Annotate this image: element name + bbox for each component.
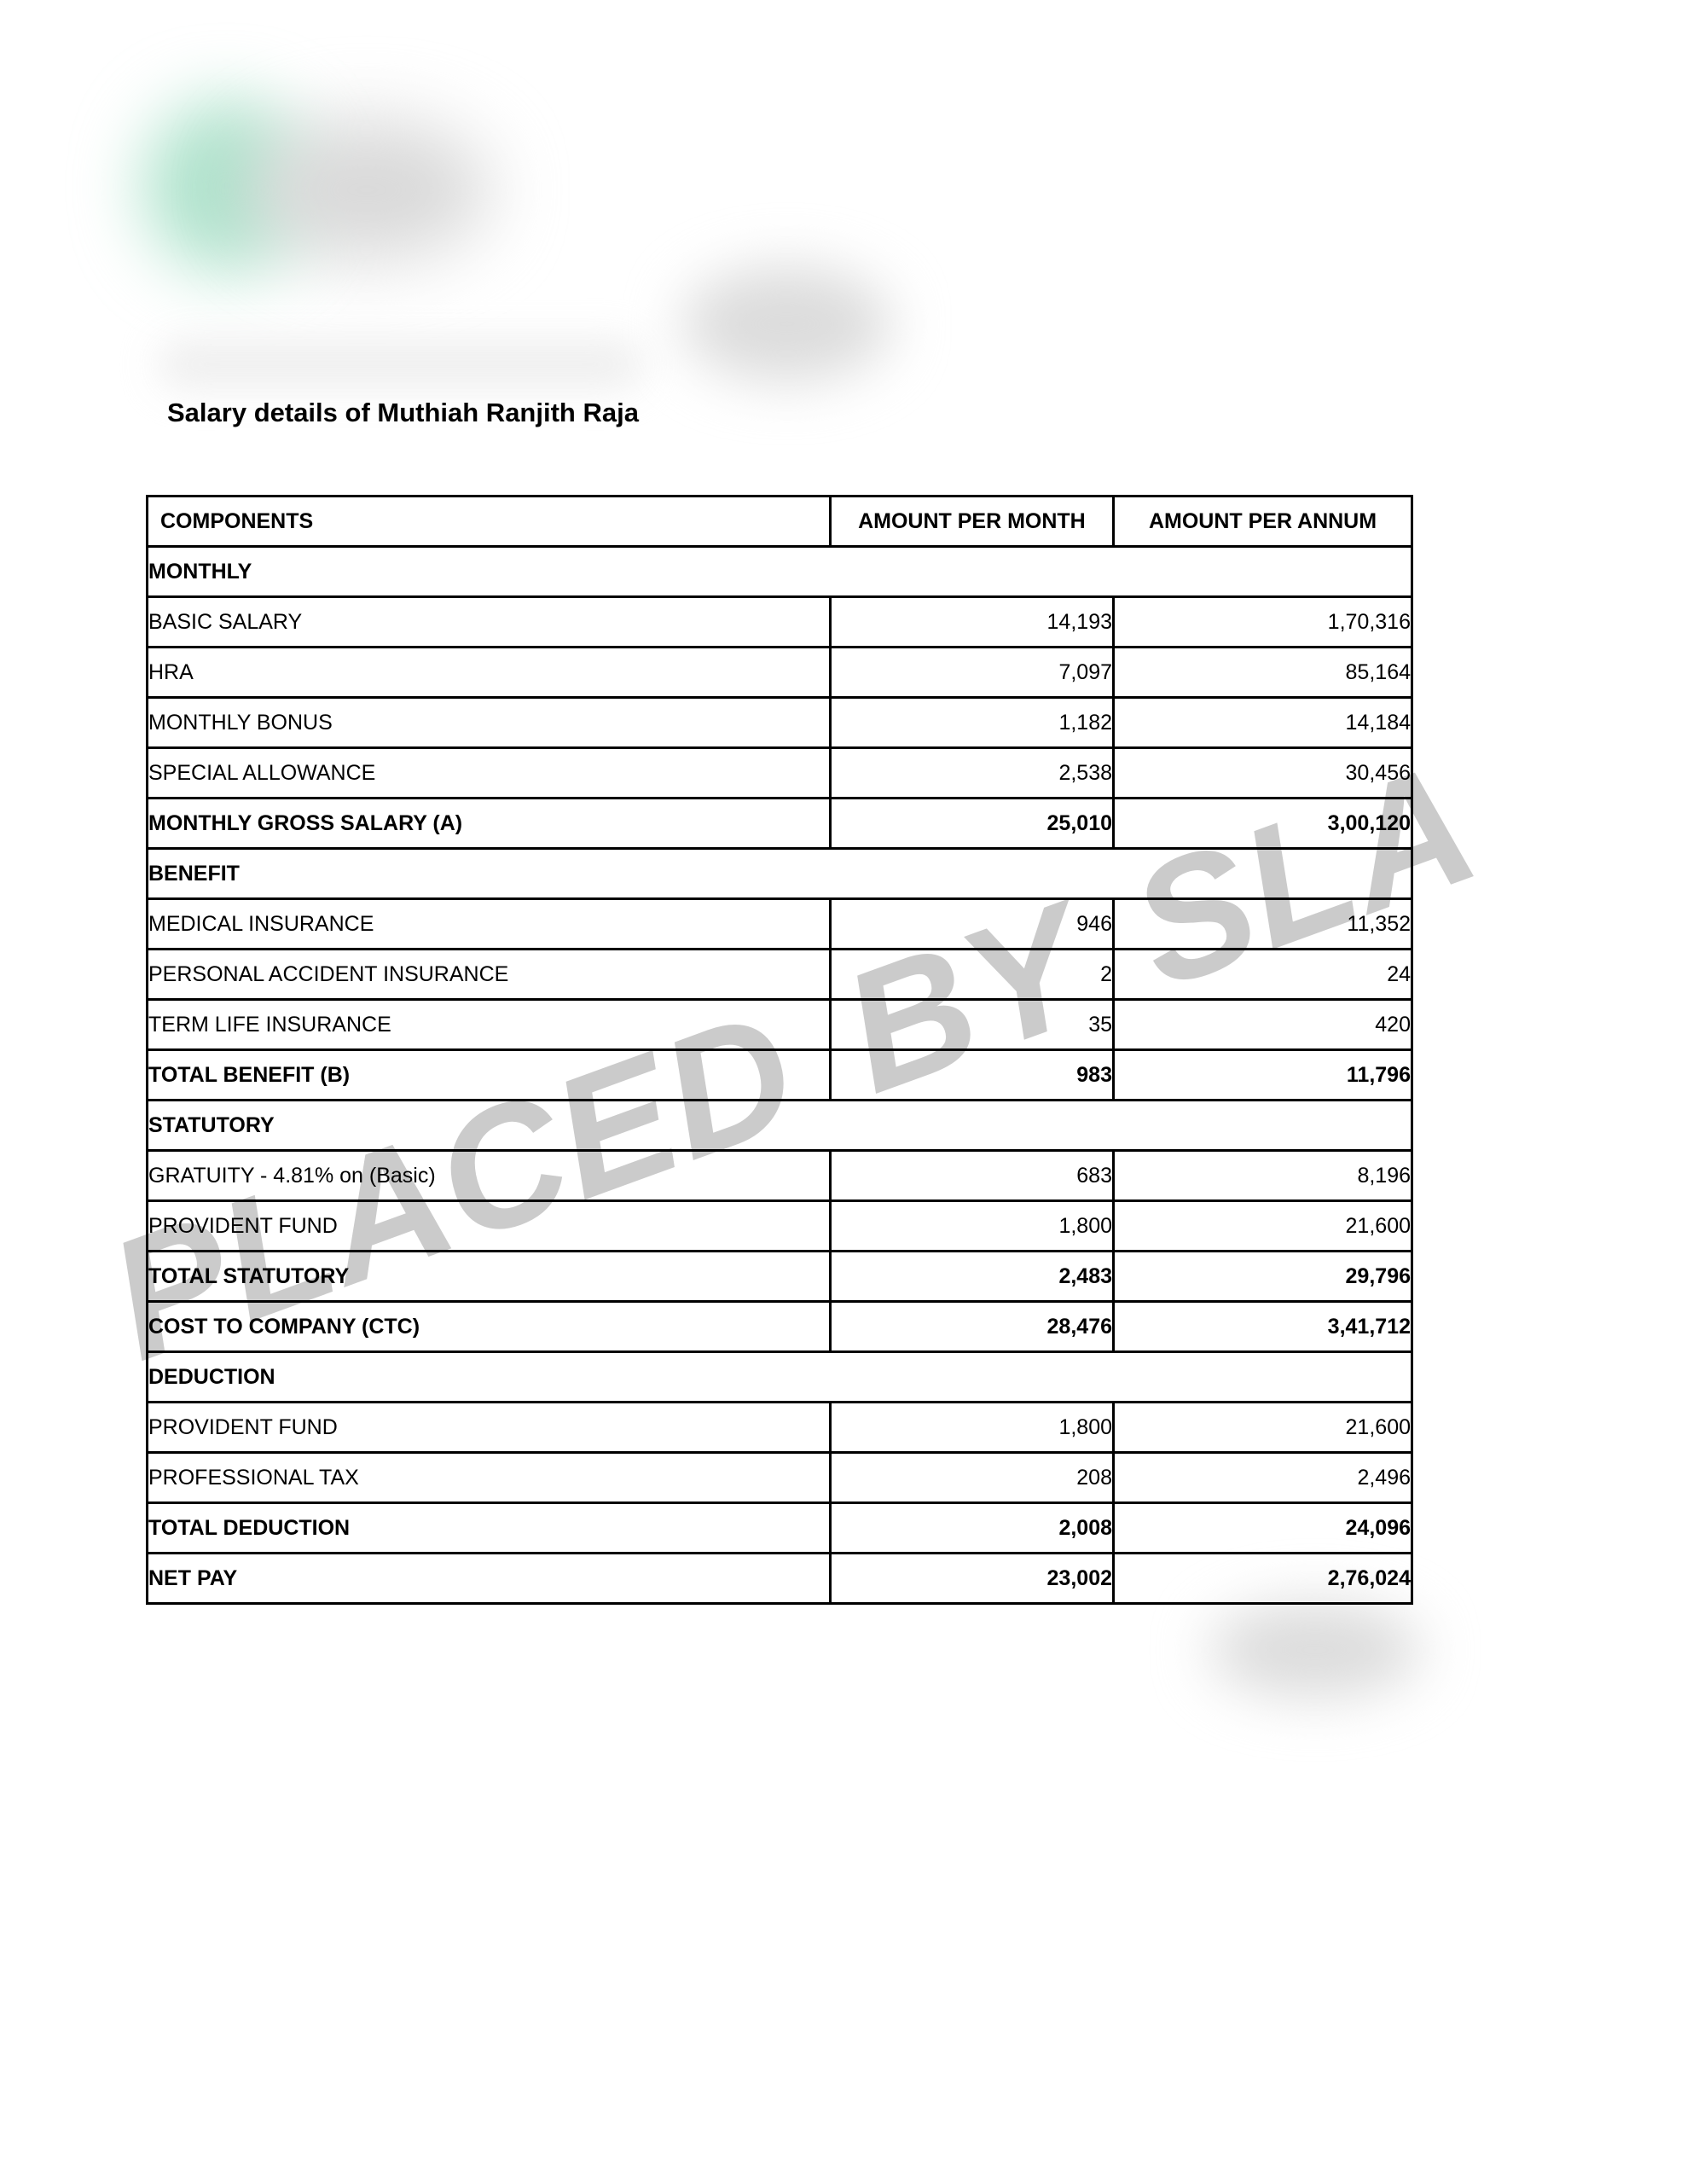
amount-per-month-cell: 2,538 (828, 746, 1116, 799)
section-label: MONTHLY (146, 545, 1413, 598)
amount-per-annum-cell: 21,600 (1112, 1401, 1413, 1454)
column-header-amount-per-annum: AMOUNT PER ANNUM (1112, 495, 1413, 548)
salary-table: COMPONENTS AMOUNT PER MONTH AMOUNT PER A… (146, 495, 1413, 1605)
amount-per-annum-cell: 3,41,712 (1112, 1300, 1413, 1353)
amount-per-month-cell: 28,476 (828, 1300, 1116, 1353)
amount-per-annum-cell: 420 (1112, 998, 1413, 1051)
amount-per-annum-cell: 2,496 (1112, 1451, 1413, 1504)
table-row: NET PAY 23,002 2,76,024 (146, 1552, 1413, 1605)
component-label-cell: TERM LIFE INSURANCE (146, 998, 832, 1051)
amount-per-annum-cell: 21,600 (1112, 1199, 1413, 1252)
amount-per-month-cell: 1,800 (828, 1199, 1116, 1252)
table-row: SPECIAL ALLOWANCE 2,538 30,456 (146, 746, 1413, 799)
amount-per-annum-cell: 24 (1112, 948, 1413, 1001)
table-row: TOTAL BENEFIT (B) 983 11,796 (146, 1048, 1413, 1101)
amount-per-month-cell: 2,008 (828, 1502, 1116, 1554)
amount-per-annum-cell: 11,796 (1112, 1048, 1413, 1101)
redacted-text-line-blur (158, 340, 644, 389)
section-row: BENEFIT (146, 847, 1413, 900)
component-label-cell: SPECIAL ALLOWANCE (146, 746, 832, 799)
amount-per-annum-cell: 24,096 (1112, 1502, 1413, 1554)
component-label-cell: TOTAL STATUTORY (146, 1250, 832, 1303)
section-label: STATUTORY (146, 1099, 1413, 1152)
amount-per-annum-cell: 2,76,024 (1112, 1552, 1413, 1605)
amount-per-month-cell: 1,182 (828, 696, 1116, 749)
table-row: GRATUITY - 4.81% on (Basic) 683 8,196 (146, 1149, 1413, 1202)
table-row: PERSONAL ACCIDENT INSURANCE 2 24 (146, 948, 1413, 1001)
component-label-cell: PROFESSIONAL TAX (146, 1451, 832, 1504)
table-row: PROFESSIONAL TAX 208 2,496 (146, 1451, 1413, 1504)
amount-per-month-cell: 1,800 (828, 1401, 1116, 1454)
section-label: DEDUCTION (146, 1350, 1413, 1403)
amount-per-month-cell: 208 (828, 1451, 1116, 1504)
amount-per-annum-cell: 11,352 (1112, 897, 1413, 950)
component-label-cell: BASIC SALARY (146, 595, 832, 648)
table-row: MEDICAL INSURANCE 946 11,352 (146, 897, 1413, 950)
table-row: BASIC SALARY 14,193 1,70,316 (146, 595, 1413, 648)
amount-per-annum-cell: 29,796 (1112, 1250, 1413, 1303)
section-label: BENEFIT (146, 847, 1413, 900)
amount-per-month-cell: 2,483 (828, 1250, 1116, 1303)
redacted-bottom-right-blur (1209, 1602, 1421, 1698)
amount-per-month-cell: 14,193 (828, 595, 1116, 648)
amount-per-month-cell: 683 (828, 1149, 1116, 1202)
component-label-cell: TOTAL BENEFIT (B) (146, 1048, 832, 1101)
section-row: MONTHLY (146, 545, 1413, 598)
component-label-cell: HRA (146, 646, 832, 699)
amount-per-month-cell: 35 (828, 998, 1116, 1051)
table-row: MONTHLY GROSS SALARY (A) 25,010 3,00,120 (146, 797, 1413, 850)
component-label-cell: PROVIDENT FUND (146, 1401, 832, 1454)
amount-per-annum-cell: 85,164 (1112, 646, 1413, 699)
salary-table-body: MONTHLY BASIC SALARY 14,193 1,70,316 HRA 7,09… (146, 545, 1413, 1605)
component-label-cell: PERSONAL ACCIDENT INSURANCE (146, 948, 832, 1001)
component-label-cell: MONTHLY BONUS (146, 696, 832, 749)
amount-per-month-cell: 23,002 (828, 1552, 1116, 1605)
amount-per-annum-cell: 8,196 (1112, 1149, 1413, 1202)
table-row: MONTHLY BONUS 1,182 14,184 (146, 696, 1413, 749)
table-row: COST TO COMPANY (CTC) 28,476 3,41,712 (146, 1300, 1413, 1353)
page-title: Salary details of Muthiah Ranjith Raja (167, 398, 639, 427)
section-row: DEDUCTION (146, 1350, 1413, 1403)
amount-per-month-cell: 2 (828, 948, 1116, 1001)
component-label-cell: GRATUITY - 4.81% on (Basic) (146, 1149, 832, 1202)
amount-per-annum-cell: 30,456 (1112, 746, 1413, 799)
component-label-cell: NET PAY (146, 1552, 832, 1605)
amount-per-month-cell: 25,010 (828, 797, 1116, 850)
amount-per-annum-cell: 1,70,316 (1112, 595, 1413, 648)
table-header-row: COMPONENTS AMOUNT PER MONTH AMOUNT PER A… (146, 495, 1413, 548)
table-row: PROVIDENT FUND 1,800 21,600 (146, 1199, 1413, 1252)
table-row: TOTAL DEDUCTION 2,008 24,096 (146, 1502, 1413, 1554)
column-header-components: COMPONENTS (146, 495, 832, 548)
company-logo-blur-gray (243, 119, 490, 260)
section-row: STATUTORY (146, 1099, 1413, 1152)
amount-per-month-cell: 946 (828, 897, 1116, 950)
amount-per-month-cell: 983 (828, 1048, 1116, 1101)
redacted-center-blur (682, 266, 891, 381)
component-label-cell: MEDICAL INSURANCE (146, 897, 832, 950)
component-label-cell: COST TO COMPANY (CTC) (146, 1300, 832, 1353)
table-row: PROVIDENT FUND 1,800 21,600 (146, 1401, 1413, 1454)
table-row: TOTAL STATUTORY 2,483 29,796 (146, 1250, 1413, 1303)
component-label-cell: TOTAL DEDUCTION (146, 1502, 832, 1554)
table-row: TERM LIFE INSURANCE 35 420 (146, 998, 1413, 1051)
component-label-cell: PROVIDENT FUND (146, 1199, 832, 1252)
column-header-amount-per-month: AMOUNT PER MONTH (828, 495, 1116, 548)
amount-per-annum-cell: 14,184 (1112, 696, 1413, 749)
component-label-cell: MONTHLY GROSS SALARY (A) (146, 797, 832, 850)
table-row: HRA 7,097 85,164 (146, 646, 1413, 699)
amount-per-month-cell: 7,097 (828, 646, 1116, 699)
amount-per-annum-cell: 3,00,120 (1112, 797, 1413, 850)
